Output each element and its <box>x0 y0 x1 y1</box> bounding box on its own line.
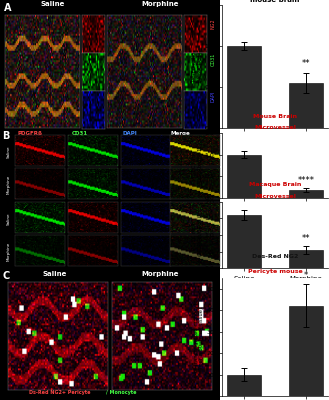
Text: / Monocyte: / Monocyte <box>106 390 136 395</box>
Y-axis label: PC/EC ratio
(PDGFRb/CD31): PC/EC ratio (PDGFRb/CD31) <box>191 214 202 256</box>
Text: Merge: Merge <box>170 131 190 136</box>
Text: A: A <box>4 3 12 13</box>
Text: CD31: CD31 <box>211 53 215 66</box>
Text: **: ** <box>302 59 310 68</box>
Bar <box>289 190 323 198</box>
Text: Microvessel: Microvessel <box>254 194 296 199</box>
Text: Morphine: Morphine <box>7 175 11 194</box>
Text: DAPI: DAPI <box>211 90 215 102</box>
Text: Morphine: Morphine <box>142 271 179 277</box>
Title: DsRed-NG2
mouse brain: DsRed-NG2 mouse brain <box>250 0 300 3</box>
Text: Saline: Saline <box>7 145 11 158</box>
Y-axis label: PC/EC ratio
(PDGFRb/CD31): PC/EC ratio (PDGFRb/CD31) <box>192 145 203 186</box>
Text: ****: **** <box>298 176 315 186</box>
Text: PDGFRβ: PDGFRβ <box>17 131 42 136</box>
Bar <box>289 83 323 128</box>
Text: CD31: CD31 <box>72 131 88 136</box>
Text: Pericyte mouse: Pericyte mouse <box>248 270 302 274</box>
Text: NG2: NG2 <box>211 18 215 29</box>
Bar <box>289 306 323 396</box>
Text: Macaque Brain: Macaque Brain <box>249 182 301 188</box>
Text: Microvessel: Microvessel <box>254 125 296 130</box>
Y-axis label: # of transmigrated monocytes
(per a 50μm² of tissue): # of transmigrated monocytes (per a 50μm… <box>193 296 204 378</box>
Text: Des-Red NG2: Des-Red NG2 <box>252 254 298 259</box>
Y-axis label: PC/EC ratio
(NG2/CD31): PC/EC ratio (NG2/CD31) <box>192 51 203 82</box>
Text: **: ** <box>302 234 310 243</box>
Bar <box>227 215 261 268</box>
Bar <box>227 46 261 128</box>
Text: Morphine: Morphine <box>142 1 179 7</box>
Text: Ds-Red NG2+ Pericyte: Ds-Red NG2+ Pericyte <box>29 390 90 395</box>
Bar <box>289 250 323 268</box>
Bar <box>227 155 261 198</box>
Text: C: C <box>2 271 10 281</box>
Text: B: B <box>2 131 10 141</box>
Bar <box>227 374 261 396</box>
Text: Saline: Saline <box>7 212 11 225</box>
Text: Morphine: Morphine <box>7 242 11 261</box>
Text: Saline: Saline <box>40 1 65 7</box>
Text: Saline: Saline <box>43 271 67 277</box>
Text: DAPI: DAPI <box>123 131 138 136</box>
Text: Mouse Brain: Mouse Brain <box>253 114 297 119</box>
Text: *: * <box>304 271 308 280</box>
